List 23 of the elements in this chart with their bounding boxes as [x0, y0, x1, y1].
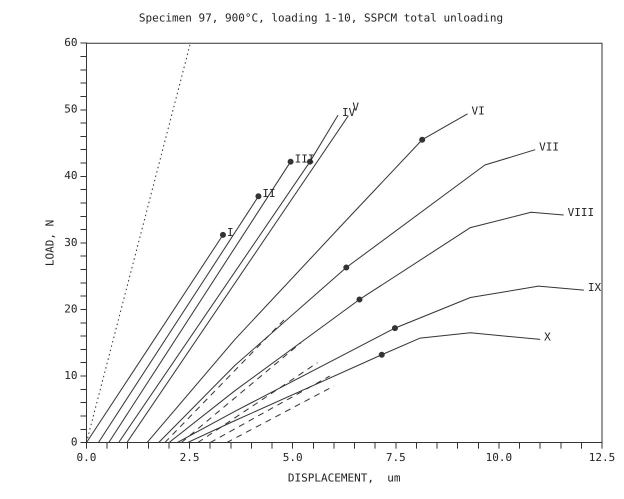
- y-tick-label: 60: [64, 36, 78, 50]
- x-tick-label: 12.5: [588, 451, 616, 464]
- annotation: X: [544, 330, 552, 344]
- point: [220, 232, 226, 238]
- y-tick-label: 20: [64, 302, 78, 316]
- y-tick-label: 40: [64, 169, 78, 182]
- y-tick-label: 50: [64, 102, 78, 116]
- y-tick-label: 0: [70, 435, 78, 448]
- x-tick-label: 2.5: [180, 451, 200, 464]
- y-tick-label: 10: [64, 368, 78, 382]
- annotation: VIII: [568, 206, 594, 219]
- annotation: IX: [588, 281, 602, 294]
- y-axis-title: LOAD, N: [43, 220, 56, 266]
- annotation: I: [226, 226, 234, 239]
- x-axis-title: DISPLACEMENT, um: [288, 471, 401, 484]
- annotation: VII: [539, 140, 560, 154]
- x-tick-label: 0.0: [76, 451, 96, 464]
- x-tick-label: 10.0: [486, 451, 512, 464]
- chart-title: Specimen 97, 900°C, loading 1-10, SSPCM total unloading: [138, 11, 504, 24]
- annotation: VI: [472, 104, 485, 118]
- x-tick-label: 7.5: [386, 451, 406, 464]
- x-tick-label: 5.0: [282, 451, 303, 464]
- y-tick-label: 30: [64, 236, 78, 249]
